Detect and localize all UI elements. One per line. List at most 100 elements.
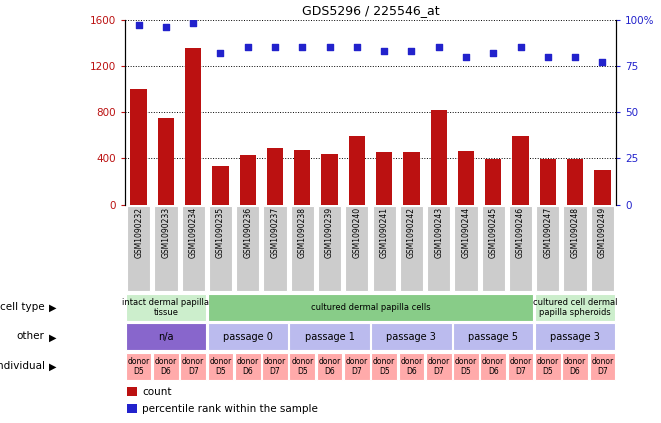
FancyBboxPatch shape [453,353,479,379]
FancyBboxPatch shape [318,206,341,291]
Text: donor
D6: donor D6 [401,357,422,376]
FancyBboxPatch shape [154,206,178,291]
Text: GSM1090240: GSM1090240 [352,207,362,258]
Text: passage 5: passage 5 [468,332,518,342]
Text: GSM1090233: GSM1090233 [161,207,171,258]
FancyBboxPatch shape [426,353,451,379]
Text: donor
D5: donor D5 [537,357,559,376]
Text: donor
D6: donor D6 [482,357,504,376]
Text: ▶: ▶ [49,303,56,313]
Point [297,44,307,51]
Text: GSM1090246: GSM1090246 [516,207,525,258]
Bar [267,148,283,204]
FancyBboxPatch shape [373,206,396,291]
Text: GSM1090232: GSM1090232 [134,207,143,258]
FancyBboxPatch shape [535,324,615,350]
Text: donor
D7: donor D7 [182,357,204,376]
Title: GDS5296 / 225546_at: GDS5296 / 225546_at [301,4,440,17]
FancyBboxPatch shape [208,353,233,379]
FancyBboxPatch shape [180,353,206,379]
Point [543,53,553,60]
Text: donor
D7: donor D7 [591,357,613,376]
FancyBboxPatch shape [344,353,369,379]
Text: ▶: ▶ [49,362,56,372]
Bar [321,154,338,204]
Text: donor
D5: donor D5 [455,357,477,376]
FancyBboxPatch shape [508,353,533,379]
Bar [128,404,137,413]
Point [352,44,362,51]
FancyBboxPatch shape [126,294,206,321]
FancyBboxPatch shape [535,353,561,379]
FancyBboxPatch shape [264,206,287,291]
Bar [512,136,529,204]
FancyBboxPatch shape [236,206,259,291]
Bar [349,136,365,204]
FancyBboxPatch shape [453,324,533,350]
Text: n/a: n/a [158,332,174,342]
Text: GSM1090242: GSM1090242 [407,207,416,258]
FancyBboxPatch shape [509,206,532,291]
Point [461,53,471,60]
Text: GSM1090243: GSM1090243 [434,207,443,258]
FancyBboxPatch shape [235,353,260,379]
Point [597,59,607,66]
FancyBboxPatch shape [345,206,368,291]
Text: cultured cell dermal
papilla spheroids: cultured cell dermal papilla spheroids [533,297,617,317]
FancyBboxPatch shape [262,353,288,379]
FancyBboxPatch shape [400,206,423,291]
Bar [430,110,447,204]
Bar [239,155,256,204]
Text: donor
D5: donor D5 [292,357,313,376]
Text: donor
D5: donor D5 [210,357,231,376]
Text: passage 3: passage 3 [387,332,436,342]
Text: passage 1: passage 1 [305,332,354,342]
Bar [485,159,502,204]
Text: donor
D6: donor D6 [237,357,259,376]
FancyBboxPatch shape [371,353,397,379]
Text: passage 3: passage 3 [550,332,600,342]
Point [379,47,389,54]
Text: ▶: ▶ [49,332,56,342]
Text: donor
D7: donor D7 [428,357,450,376]
Bar [158,118,174,204]
Text: donor
D5: donor D5 [373,357,395,376]
FancyBboxPatch shape [563,206,587,291]
Bar [458,151,474,204]
Bar [212,166,229,204]
Text: GSM1090238: GSM1090238 [298,207,307,258]
Text: GSM1090244: GSM1090244 [461,207,471,258]
Text: GSM1090248: GSM1090248 [570,207,580,258]
Text: GSM1090245: GSM1090245 [488,207,498,258]
FancyBboxPatch shape [290,324,369,350]
Point [434,44,444,51]
Text: donor
D6: donor D6 [319,357,340,376]
FancyBboxPatch shape [482,206,505,291]
Bar [594,170,611,204]
FancyBboxPatch shape [127,206,150,291]
Point [270,44,280,51]
Bar [567,159,583,204]
FancyBboxPatch shape [291,206,314,291]
FancyBboxPatch shape [209,206,232,291]
Text: other: other [17,331,45,341]
Text: GSM1090247: GSM1090247 [543,207,553,258]
Text: passage 0: passage 0 [223,332,273,342]
FancyBboxPatch shape [208,324,288,350]
FancyBboxPatch shape [371,324,451,350]
Bar [539,159,556,204]
Text: count: count [142,387,172,397]
FancyBboxPatch shape [399,353,424,379]
FancyBboxPatch shape [290,353,315,379]
Text: GSM1090235: GSM1090235 [216,207,225,258]
Text: GSM1090236: GSM1090236 [243,207,253,258]
Text: cell type: cell type [0,302,45,312]
Text: donor
D6: donor D6 [155,357,177,376]
Text: donor
D7: donor D7 [510,357,531,376]
FancyBboxPatch shape [182,206,205,291]
Text: donor
D6: donor D6 [564,357,586,376]
Point [243,44,253,51]
FancyBboxPatch shape [208,294,533,321]
Text: GSM1090234: GSM1090234 [188,207,198,258]
FancyBboxPatch shape [126,353,151,379]
